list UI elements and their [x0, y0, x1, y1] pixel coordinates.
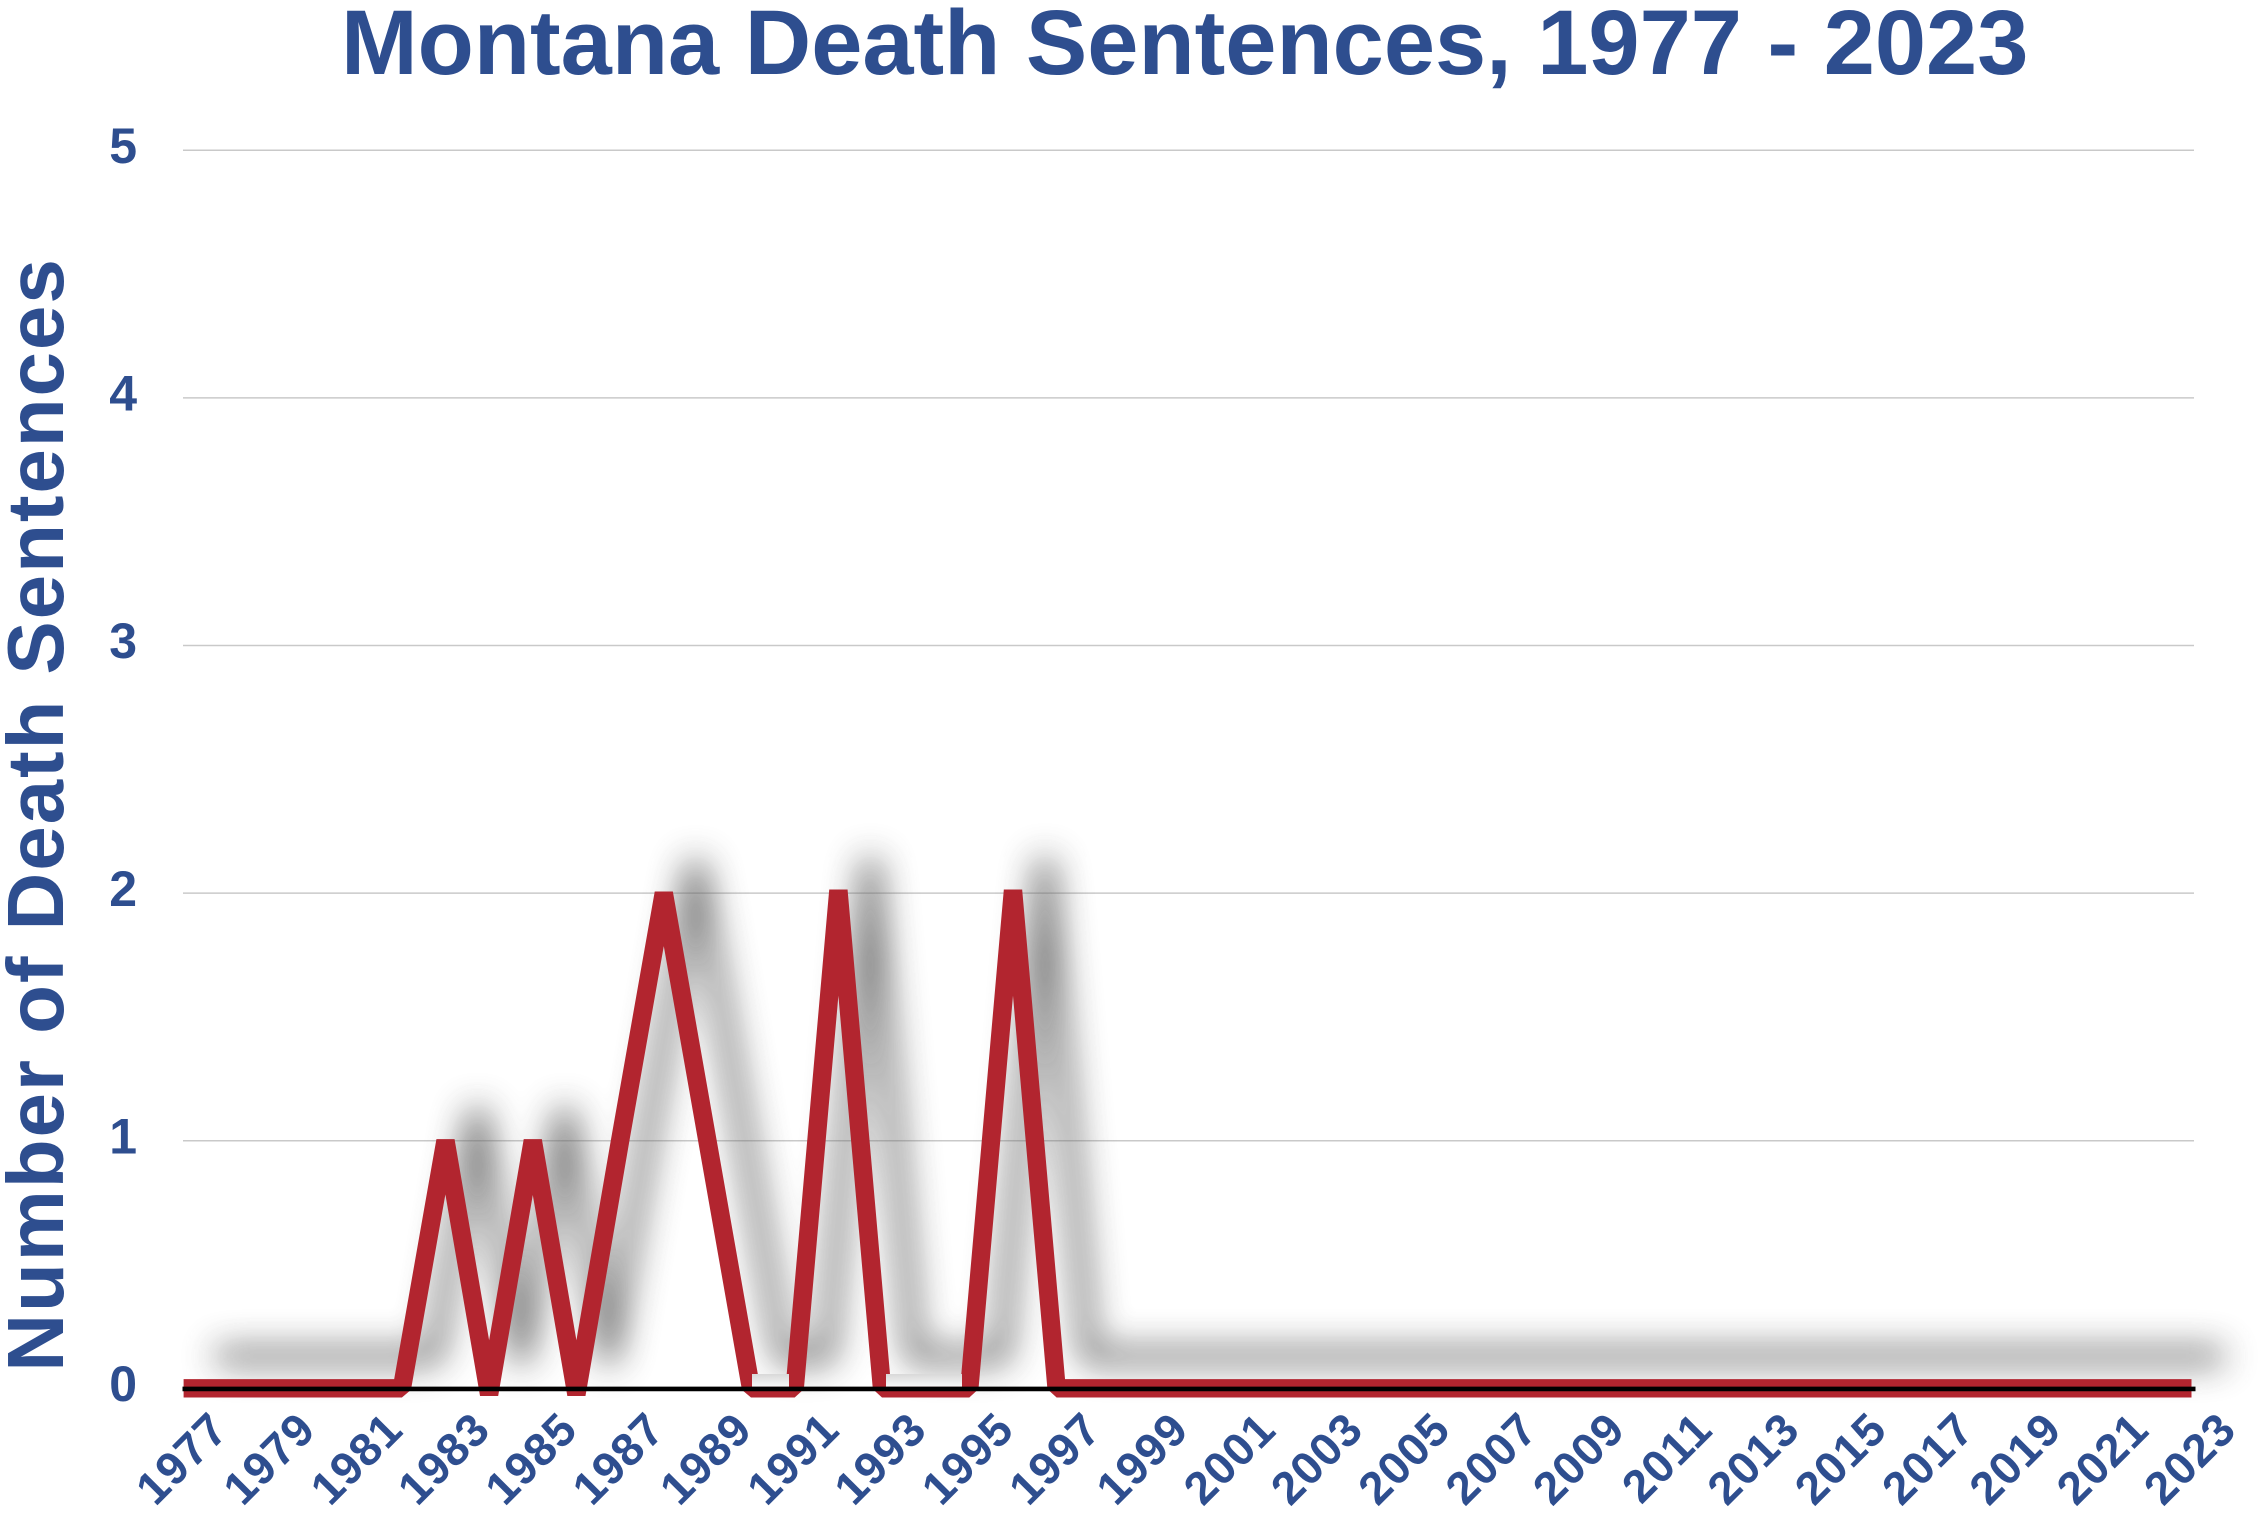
svg-text:2009: 2009: [1523, 1402, 1635, 1514]
svg-text:1985: 1985: [475, 1402, 587, 1514]
svg-text:1989: 1989: [650, 1402, 762, 1514]
svg-text:1983: 1983: [388, 1402, 500, 1514]
svg-text:2: 2: [109, 861, 137, 917]
svg-text:1979: 1979: [213, 1402, 325, 1514]
svg-text:2003: 2003: [1261, 1402, 1373, 1514]
svg-text:1987: 1987: [562, 1402, 674, 1514]
svg-text:1: 1: [109, 1108, 137, 1164]
svg-text:2015: 2015: [1784, 1402, 1896, 1514]
svg-text:2023: 2023: [2134, 1402, 2246, 1514]
svg-text:1995: 1995: [911, 1402, 1023, 1514]
svg-text:2017: 2017: [1872, 1402, 1984, 1514]
svg-text:1999: 1999: [1086, 1402, 1198, 1514]
svg-text:1977: 1977: [126, 1402, 238, 1514]
svg-text:1991: 1991: [737, 1402, 849, 1514]
svg-text:2019: 2019: [1959, 1402, 2071, 1514]
svg-text:Montana Death Sentences, 1977: Montana Death Sentences, 1977 - 2023: [341, 0, 2028, 94]
svg-text:5: 5: [109, 118, 137, 174]
svg-text:2021: 2021: [2046, 1402, 2158, 1514]
svg-text:2013: 2013: [1697, 1402, 1809, 1514]
svg-text:Number of Death Sentences: Number of Death Sentences: [0, 257, 80, 1371]
svg-text:2001: 2001: [1173, 1402, 1285, 1514]
svg-text:2007: 2007: [1435, 1402, 1547, 1514]
svg-text:1981: 1981: [300, 1402, 412, 1514]
svg-text:1997: 1997: [999, 1402, 1111, 1514]
svg-text:2005: 2005: [1348, 1402, 1460, 1514]
svg-text:1993: 1993: [824, 1402, 936, 1514]
svg-text:4: 4: [109, 366, 137, 422]
svg-text:2011: 2011: [1612, 1402, 1722, 1512]
svg-text:3: 3: [109, 613, 137, 669]
svg-text:0: 0: [109, 1356, 137, 1412]
